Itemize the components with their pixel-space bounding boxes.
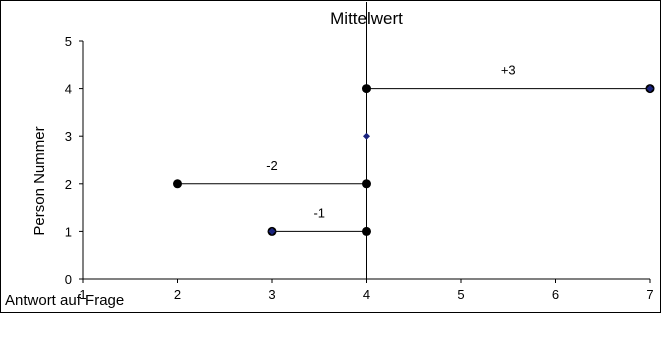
y-axis-title: Person Nummer	[31, 126, 48, 235]
data-point	[362, 84, 371, 94]
x-tick-label: 6	[552, 287, 559, 302]
data-point	[173, 179, 182, 189]
deviation-label: -2	[266, 158, 278, 173]
chart-title: Mittelwert	[330, 9, 403, 28]
deviation-label: +3	[501, 63, 516, 78]
deviation-label: -1	[313, 205, 325, 220]
y-tick-label: 1	[65, 224, 72, 239]
y-tick-label: 3	[65, 129, 72, 144]
diamond-point	[646, 85, 654, 93]
x-tick-label: 7	[646, 287, 653, 302]
data-point	[362, 179, 371, 189]
data-point	[362, 226, 371, 236]
y-tick-label: 4	[65, 82, 72, 97]
x-tick-label: 5	[457, 287, 464, 302]
diamond-point	[363, 132, 370, 140]
data-points	[173, 84, 655, 236]
y-tick-label: 2	[65, 177, 72, 192]
diamond-point	[268, 227, 276, 235]
x-tick-label: 4	[363, 287, 370, 302]
y-tick-label: 5	[65, 34, 72, 49]
x-tick-label: 1	[79, 287, 86, 302]
deviation-segments	[177, 88, 650, 232]
text-labels: Antwort auf Frage Person Nummer Mittelwert…	[5, 9, 516, 309]
y-tick-label: 0	[65, 272, 72, 287]
x-tick-label: 2	[174, 287, 181, 302]
x-axis-title: Antwort auf Frage	[5, 292, 124, 309]
x-tick-label: 3	[268, 287, 275, 302]
